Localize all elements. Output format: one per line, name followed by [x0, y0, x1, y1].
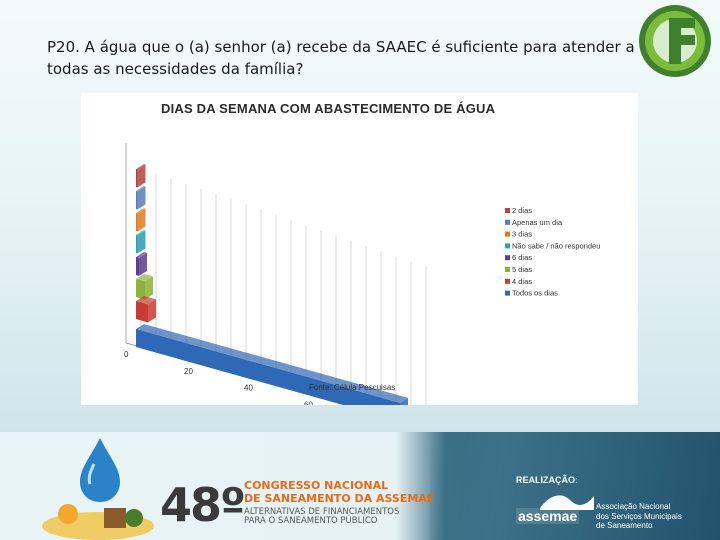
- bar-end: [137, 186, 146, 210]
- assemae-wave-icon: [540, 495, 594, 510]
- legend-swatch: [505, 278, 510, 284]
- x-tick-label: 20: [184, 367, 193, 376]
- bar-top: [136, 296, 156, 305]
- bar: [136, 235, 138, 254]
- congress-subtitle-line-1: ALTERNATIVAS DE FINANCIAMENTOS: [244, 507, 400, 517]
- bar-top: [136, 186, 146, 192]
- legend-entry: Não sabe / não respondeu: [512, 241, 600, 250]
- legend-entry: 5 dias: [512, 265, 532, 274]
- x-tick-label: 40: [244, 384, 253, 393]
- legend-entry: 3 dias: [512, 230, 532, 239]
- bar-end: [139, 252, 147, 276]
- assemae-full-name: Associação Nacional dos Serviços Municip…: [596, 502, 682, 530]
- chart-panel: DIAS DA SEMANA COM ABASTECIMENTO DE ÁGUA…: [81, 93, 638, 405]
- bar: [136, 279, 145, 300]
- bar-top: [136, 164, 146, 170]
- legend-swatch: [505, 255, 510, 261]
- legend-entry: 4 dias: [512, 277, 532, 286]
- chart-source: Fonte: Célula Pescuisas: [309, 383, 395, 392]
- bar-top: [136, 274, 153, 282]
- legend-swatch: [505, 208, 510, 213]
- legend-swatch: [505, 231, 510, 237]
- x-tick-label: 0: [124, 350, 129, 359]
- footer-banner: 48º CONGRESSO NACIONAL DE SANEAMENTO DA …: [0, 432, 720, 540]
- legend-swatch: [505, 290, 510, 296]
- bar: [136, 301, 148, 323]
- chart-title: DIAS DA SEMANA COM ABASTECIMENTO DE ÁGUA: [161, 101, 496, 116]
- bar: [136, 213, 138, 232]
- legend-entry: 6 dias: [512, 253, 532, 262]
- bar-top: [136, 208, 146, 214]
- bar: [136, 169, 138, 188]
- congress-number: 48º: [160, 478, 246, 532]
- legend-entry: Todos os dias: [512, 289, 558, 298]
- question-line-1: P20. A água que o (a) senhor (a) recebe …: [47, 38, 635, 56]
- bar-end: [148, 299, 156, 323]
- congress-title-line-1: CONGRESSO NACIONAL: [244, 479, 389, 492]
- legend-swatch: [505, 243, 510, 249]
- water-drop-icon: [42, 438, 154, 540]
- legend-swatch: [505, 219, 510, 225]
- bar: [136, 191, 138, 210]
- bar-end: [145, 276, 153, 300]
- bar-end: [137, 230, 146, 254]
- bar-top: [136, 324, 408, 403]
- bar-top: [136, 230, 146, 236]
- question-line-2: todas as necessidades da família?: [47, 60, 304, 78]
- company-logo-icon: [639, 5, 711, 77]
- question-text: P20. A água que o (a) senhor (a) recebe …: [47, 36, 637, 80]
- realizacao-label: REALIZAÇÃO:: [516, 475, 578, 485]
- assemae-logo-text: assemae: [516, 508, 580, 524]
- bar-end: [400, 397, 408, 405]
- legend-entry: 2 dias: [512, 206, 532, 215]
- legend-swatch: [505, 267, 510, 272]
- bar-top: [136, 252, 147, 258]
- congress-subtitle-line-2: PARA O SANEAMENTO PÚBLICO: [244, 516, 378, 526]
- bar-end: [137, 208, 146, 232]
- x-tick-label: 60: [304, 400, 313, 405]
- bar-end: [137, 164, 146, 188]
- bar: [136, 329, 400, 405]
- bar: [136, 257, 139, 276]
- congress-title-line-2: DE SANEAMENTO DA ASSEMAE: [244, 492, 435, 505]
- legend-entry: Apenas um dia: [512, 218, 563, 227]
